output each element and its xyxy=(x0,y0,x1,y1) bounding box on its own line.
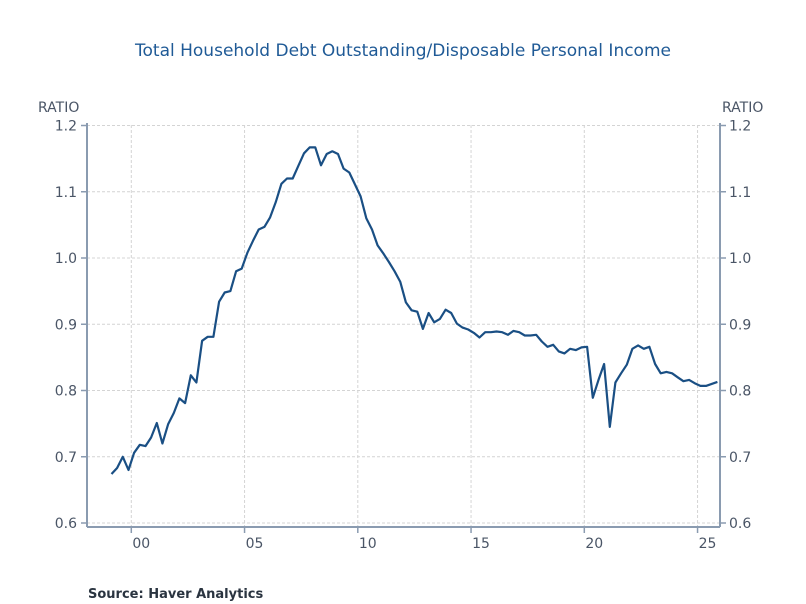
y-tick-label-left: 0.6 xyxy=(55,516,77,532)
x-tick-label: 20 xyxy=(585,536,603,552)
y-tick-label-right: 1.0 xyxy=(729,251,751,267)
y-tick-label-right: 0.9 xyxy=(729,317,751,333)
x-tick-label: 25 xyxy=(699,536,717,552)
y-axis-label-right: RATIO xyxy=(722,100,763,116)
y-axis-label-left: RATIO xyxy=(38,100,79,116)
y-tick-label-left: 0.7 xyxy=(55,450,77,466)
x-tick-label: 05 xyxy=(246,536,264,552)
gridlines xyxy=(87,125,720,527)
source-note: Source: Haver Analytics xyxy=(88,587,263,602)
y-tick-label-left: 1.0 xyxy=(55,251,77,267)
x-tick-label: 00 xyxy=(132,536,150,552)
y-tick-label-left: 0.9 xyxy=(55,317,77,333)
y-tick-label-right: 0.7 xyxy=(729,450,751,466)
series-line xyxy=(110,146,718,475)
axes xyxy=(81,123,726,533)
tick-labels: 0.6 0.6 0.7 0.7 0.8 0.8 0.9 0.9 1.0 1.0 1.1 1.1 1.2 1… xyxy=(55,119,752,553)
x-tick-label: 15 xyxy=(472,536,490,552)
y-tick-label-right: 1.1 xyxy=(729,185,751,201)
x-tick-label: 10 xyxy=(359,536,377,552)
y-tick-label-right: 0.6 xyxy=(729,516,751,532)
y-tick-label-left: 0.8 xyxy=(55,384,77,400)
y-tick-label-left: 1.2 xyxy=(55,119,77,135)
chart-title: Total Household Debt Outstanding/Disposa… xyxy=(134,41,671,61)
y-tick-label-left: 1.1 xyxy=(55,185,77,201)
y-tick-label-right: 1.2 xyxy=(729,119,751,135)
y-tick-label-right: 0.8 xyxy=(729,384,751,400)
